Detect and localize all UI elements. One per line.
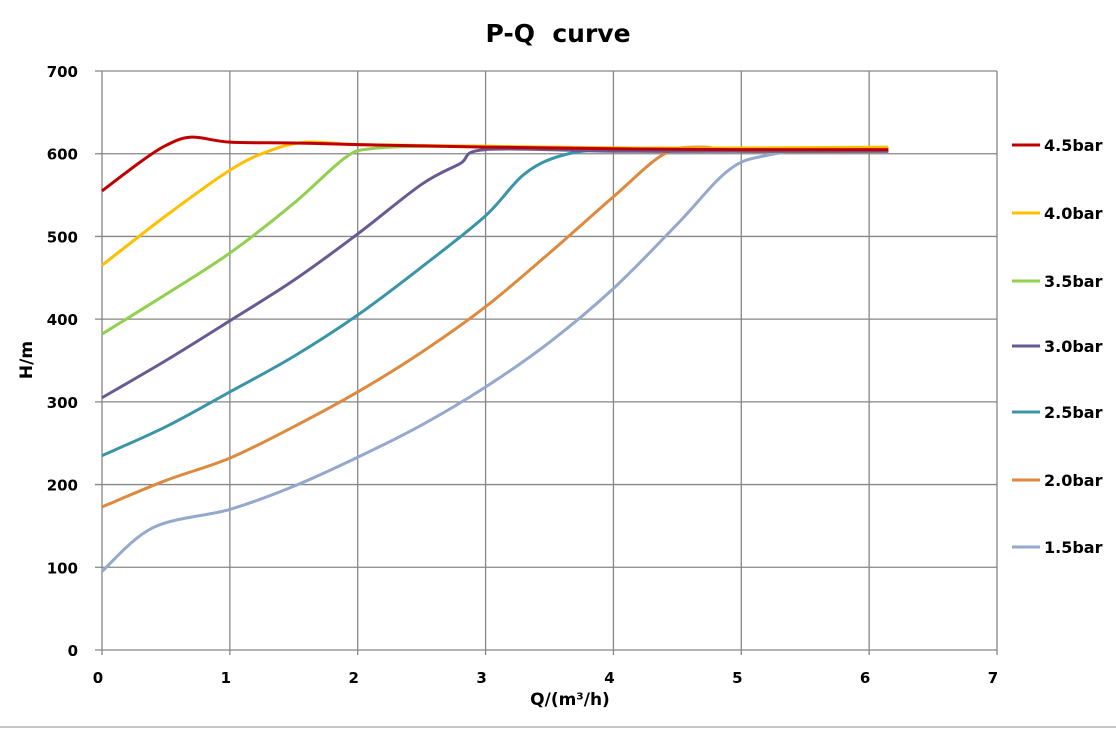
series-line-3-0bar [101,147,889,400]
series-line-1-5bar [101,146,889,573]
x-tick-label: 0 [93,669,103,687]
series-line-4-5bar [101,135,889,193]
legend-label: 1.5bar [1044,538,1103,557]
y-tick-label: 400 [47,311,78,329]
series-line-2-5bar [101,147,889,457]
y-tick-label: 600 [47,146,78,164]
legend-label: 4.0bar [1044,204,1103,223]
legend-label: 4.5bar [1044,136,1103,155]
y-tick-label: 500 [47,228,78,246]
y-tick-label: 300 [47,394,78,412]
x-tick-label: 1 [221,669,231,687]
series-line-4-0bar [101,140,889,267]
x-axis-label: Q/(m³/h) [530,690,610,710]
x-tick-label: 3 [476,669,486,687]
x-tick-label: 2 [348,669,358,687]
legend-label: 2.5bar [1044,403,1103,422]
y-tick-label: 0 [68,642,78,660]
x-tick-label: 7 [988,669,998,687]
y-axis-label: H/m [17,341,37,379]
y-tick-label: 200 [47,477,78,495]
legend-label: 3.0bar [1044,337,1103,356]
legend-label: 2.0bar [1044,471,1103,490]
x-tick-label: 6 [860,669,870,687]
y-tick-label: 700 [47,63,78,81]
legend-label: 3.5bar [1044,272,1103,291]
y-tick-label: 100 [47,559,78,577]
x-tick-label: 4 [604,669,614,687]
chart-title: P-Q curve [485,19,630,48]
series-line-3-5bar [101,144,889,336]
x-tick-label: 5 [732,669,742,687]
